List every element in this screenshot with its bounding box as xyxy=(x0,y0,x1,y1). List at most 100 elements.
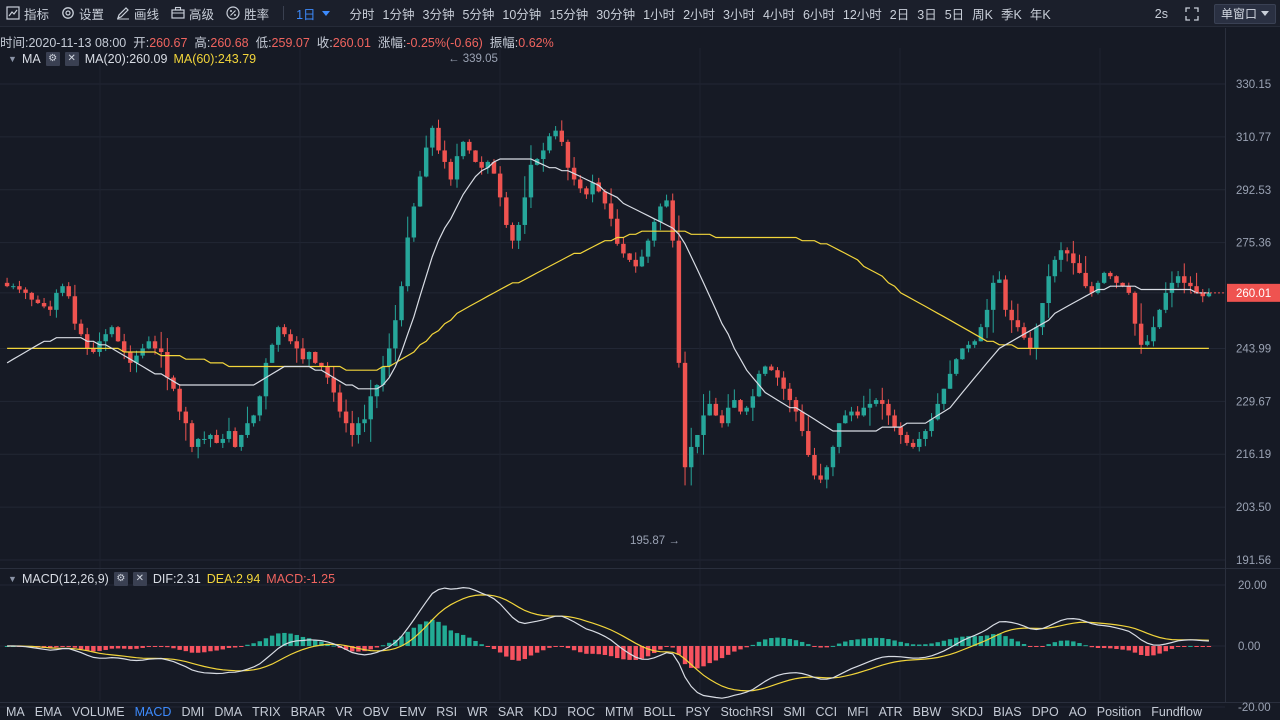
indicator-tab-sar[interactable]: SAR xyxy=(497,704,524,719)
candle-body xyxy=(23,289,28,293)
period-tab[interactable]: 12小时 xyxy=(842,7,882,22)
period-tab[interactable]: 6小时 xyxy=(802,7,835,22)
indicator-tab-ema[interactable]: EMA xyxy=(34,704,62,719)
macd-bar xyxy=(1021,644,1027,646)
candle xyxy=(1034,323,1039,360)
indicator-tab-cci[interactable]: CCI xyxy=(815,704,838,719)
macd-settings-icon[interactable]: ⚙ xyxy=(113,572,128,586)
advanced-button[interactable]: 高级 xyxy=(165,0,220,27)
indicators-button[interactable]: 指标 xyxy=(0,0,55,27)
macd-bar xyxy=(670,646,675,648)
indicator-tab-dpo[interactable]: DPO xyxy=(1031,704,1059,719)
indicator-tab-smi[interactable]: SMI xyxy=(783,704,806,719)
period-tab[interactable]: 2小时 xyxy=(683,7,716,22)
indicator-tab-stochrsi[interactable]: StochRSI xyxy=(720,704,774,719)
indicator-tab-psy[interactable]: PSY xyxy=(685,704,711,719)
indicator-tab-dma[interactable]: DMA xyxy=(214,704,243,719)
macd-bar xyxy=(405,631,410,646)
winrate-button[interactable]: 胜率 xyxy=(220,0,275,27)
indicator-tab-kdj[interactable]: KDJ xyxy=(533,704,558,719)
period-tab[interactable]: 2日 xyxy=(889,7,910,22)
macd-bar xyxy=(682,646,688,665)
candle xyxy=(590,174,595,203)
candle xyxy=(1003,275,1008,317)
indicator-tab-brar[interactable]: BRAR xyxy=(290,704,326,719)
candle xyxy=(103,329,108,352)
indicator-tab-mfi[interactable]: MFI xyxy=(847,704,869,719)
window-mode-select[interactable]: 单窗口 xyxy=(1213,3,1276,24)
period-tab[interactable]: 30分钟 xyxy=(596,7,636,22)
indicator-tab-boll[interactable]: BOLL xyxy=(643,704,676,719)
period-tab[interactable]: 4小时 xyxy=(762,7,795,22)
macd-close-icon[interactable]: ✕ xyxy=(132,572,147,586)
ma-settings-icon[interactable]: ⚙ xyxy=(45,52,60,66)
candle-body xyxy=(380,366,386,386)
macd-bar xyxy=(128,646,133,650)
collapse-chevron-icon[interactable]: ▼ xyxy=(8,54,17,64)
refresh-rate[interactable]: 2s xyxy=(1154,6,1168,21)
period-tab[interactable]: 15分钟 xyxy=(549,7,589,22)
period-tab[interactable]: 3日 xyxy=(917,7,937,22)
macd-bar xyxy=(276,633,281,646)
indicator-tab-atr[interactable]: ATR xyxy=(878,704,903,719)
period-tab[interactable]: 3小时 xyxy=(723,7,755,22)
candle-body xyxy=(460,141,466,157)
macd-bar xyxy=(485,646,491,647)
gear-icon xyxy=(62,7,74,19)
macd-bar xyxy=(171,646,176,649)
candle xyxy=(762,365,768,377)
indicator-tab-dmi[interactable]: DMI xyxy=(181,704,205,719)
chart-line-icon xyxy=(6,6,20,20)
macd-bar xyxy=(1157,646,1162,654)
indicator-tab-obv[interactable]: OBV xyxy=(362,704,390,719)
fullscreen-button[interactable] xyxy=(1182,4,1202,24)
indicator-tab-roc[interactable]: ROC xyxy=(567,704,596,719)
candle xyxy=(929,413,934,437)
candle-body xyxy=(214,434,219,443)
settings-button[interactable]: 设置 xyxy=(55,0,110,27)
candle xyxy=(282,324,287,337)
indicator-tab-skdj[interactable]: SKDJ xyxy=(951,704,984,719)
indicator-tab-position[interactable]: Position xyxy=(1096,704,1142,719)
period-tab[interactable]: 5分钟 xyxy=(462,7,495,22)
period-tab[interactable]: 季K xyxy=(1001,7,1022,22)
indicator-tab-wr[interactable]: WR xyxy=(467,704,488,719)
period-tab[interactable]: 1分钟 xyxy=(382,7,415,22)
indicator-tab-volume[interactable]: VOLUME xyxy=(71,704,125,719)
period-tab[interactable]: 1日 xyxy=(292,0,333,27)
ma-close-icon[interactable]: ✕ xyxy=(64,52,79,66)
draw-button[interactable]: 画线 xyxy=(110,0,165,27)
indicator-tab-macd[interactable]: MACD xyxy=(134,704,172,719)
candle-body xyxy=(294,341,299,349)
indicator-tab-emv[interactable]: EMV xyxy=(399,704,427,719)
indicator-tab-ao[interactable]: AO xyxy=(1068,704,1087,719)
candle xyxy=(898,422,903,444)
period-tab[interactable]: 分时 xyxy=(349,7,375,22)
period-tab[interactable]: 周K xyxy=(972,7,993,22)
indicator-tab-bbw[interactable]: BBW xyxy=(912,704,942,719)
period-tab[interactable]: 年K xyxy=(1029,7,1051,22)
collapse-chevron-icon[interactable]: ▼ xyxy=(8,574,17,584)
macd-bar xyxy=(78,646,84,650)
indicator-tab-trix[interactable]: TRIX xyxy=(252,704,281,719)
candle xyxy=(676,215,682,368)
indicator-tab-bias[interactable]: BIAS xyxy=(993,704,1022,719)
period-tab[interactable]: 1小时 xyxy=(643,7,676,22)
candle xyxy=(239,434,244,451)
macd-bar xyxy=(1194,646,1199,647)
period-tab[interactable]: 3分钟 xyxy=(422,7,455,22)
candle xyxy=(701,394,706,455)
indicator-tab-fundflow[interactable]: Fundflow xyxy=(1151,704,1202,719)
macd-bar xyxy=(762,639,768,646)
indicator-tab-vr[interactable]: VR xyxy=(335,704,353,719)
macd-bar xyxy=(1101,646,1107,649)
indicator-tab-ma[interactable]: MA xyxy=(6,704,25,719)
indicator-tab-rsi[interactable]: RSI xyxy=(436,704,458,719)
indicator-tab-mtm[interactable]: MTM xyxy=(605,704,634,719)
period-tab[interactable]: 10分钟 xyxy=(502,7,542,22)
candle-body xyxy=(1126,286,1132,293)
macd-bar xyxy=(386,642,392,646)
period-tab[interactable]: 5日 xyxy=(944,7,965,22)
candle xyxy=(682,351,688,486)
